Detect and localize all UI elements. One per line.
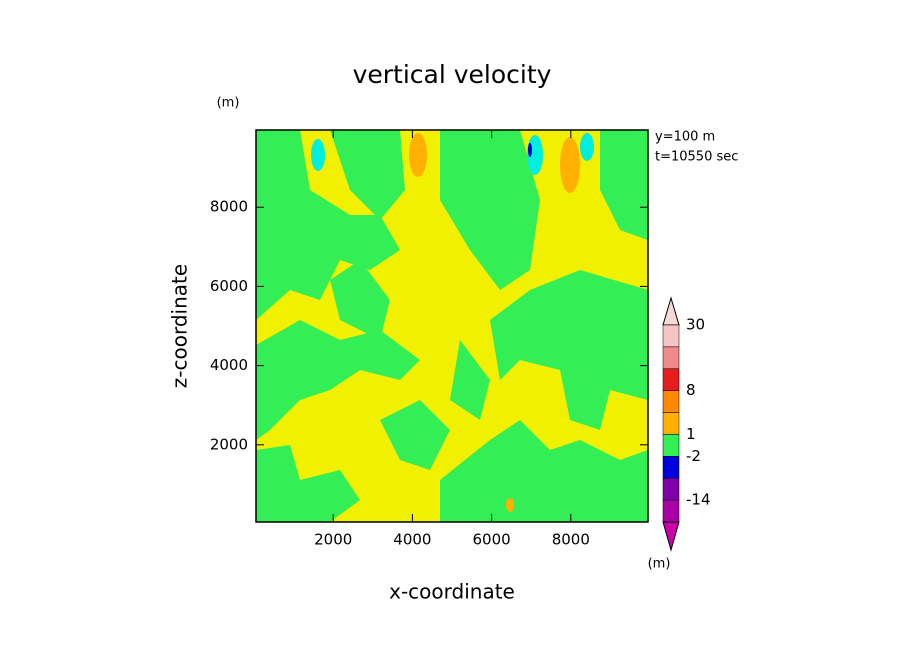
field-region: [409, 133, 427, 177]
colorbar-label: 30: [686, 316, 705, 334]
colorbar-segment: [662, 390, 680, 413]
colorbar-label: 8: [686, 381, 696, 399]
field-region: [311, 139, 325, 171]
colorbar-segment: [662, 368, 680, 391]
colorbar-label: -2: [686, 447, 701, 465]
annotation: t=10550 sec: [655, 150, 738, 165]
field-region: [256, 320, 420, 440]
colorbar-segment: [662, 456, 680, 479]
y-axis-label: z-coordinate: [168, 264, 192, 388]
y-tick-label: 8000: [210, 198, 248, 216]
y-unit: (m): [217, 96, 240, 111]
x-tick-label: 6000: [473, 531, 511, 549]
colorbar-segment: [662, 346, 680, 370]
field-region: [506, 498, 514, 512]
colorbar-segment: [662, 499, 680, 523]
colorbar-label: 1: [686, 425, 696, 443]
field-region: [560, 137, 580, 193]
field-region: [450, 340, 490, 420]
field-region: [440, 420, 648, 522]
field-region: [330, 130, 405, 220]
field-region: [528, 143, 532, 157]
x-tick-label: 8000: [552, 531, 590, 549]
x-tick-label: 2000: [314, 531, 352, 549]
colorbar-segment: [662, 477, 680, 501]
field-region: [256, 130, 400, 320]
contour-field: [255, 129, 649, 523]
chart-title: vertical velocity: [353, 60, 552, 89]
field-region: [580, 133, 594, 161]
colorbar-cap: [662, 296, 680, 326]
y-tick-label: 6000: [210, 277, 248, 295]
y-tick-label: 4000: [210, 356, 248, 374]
y-tick-label: 2000: [210, 435, 248, 453]
plot-frame: [255, 129, 649, 523]
colorbar-cap: [662, 521, 680, 552]
field-region: [380, 400, 450, 470]
field-region: [490, 270, 648, 430]
field-region: [256, 445, 360, 522]
field-region: [600, 130, 648, 240]
colorbar-label: -14: [686, 491, 711, 509]
colorbar-segment: [662, 412, 680, 435]
x-axis-label: x-coordinate: [389, 580, 515, 604]
field-region: [330, 260, 390, 340]
colorbar-unit: (m): [648, 557, 671, 572]
colorbar-segment: [662, 324, 680, 348]
x-tick-label: 4000: [393, 531, 431, 549]
colorbar-segment: [662, 434, 680, 457]
annotation: y=100 m: [655, 130, 715, 145]
field-region: [440, 130, 540, 290]
